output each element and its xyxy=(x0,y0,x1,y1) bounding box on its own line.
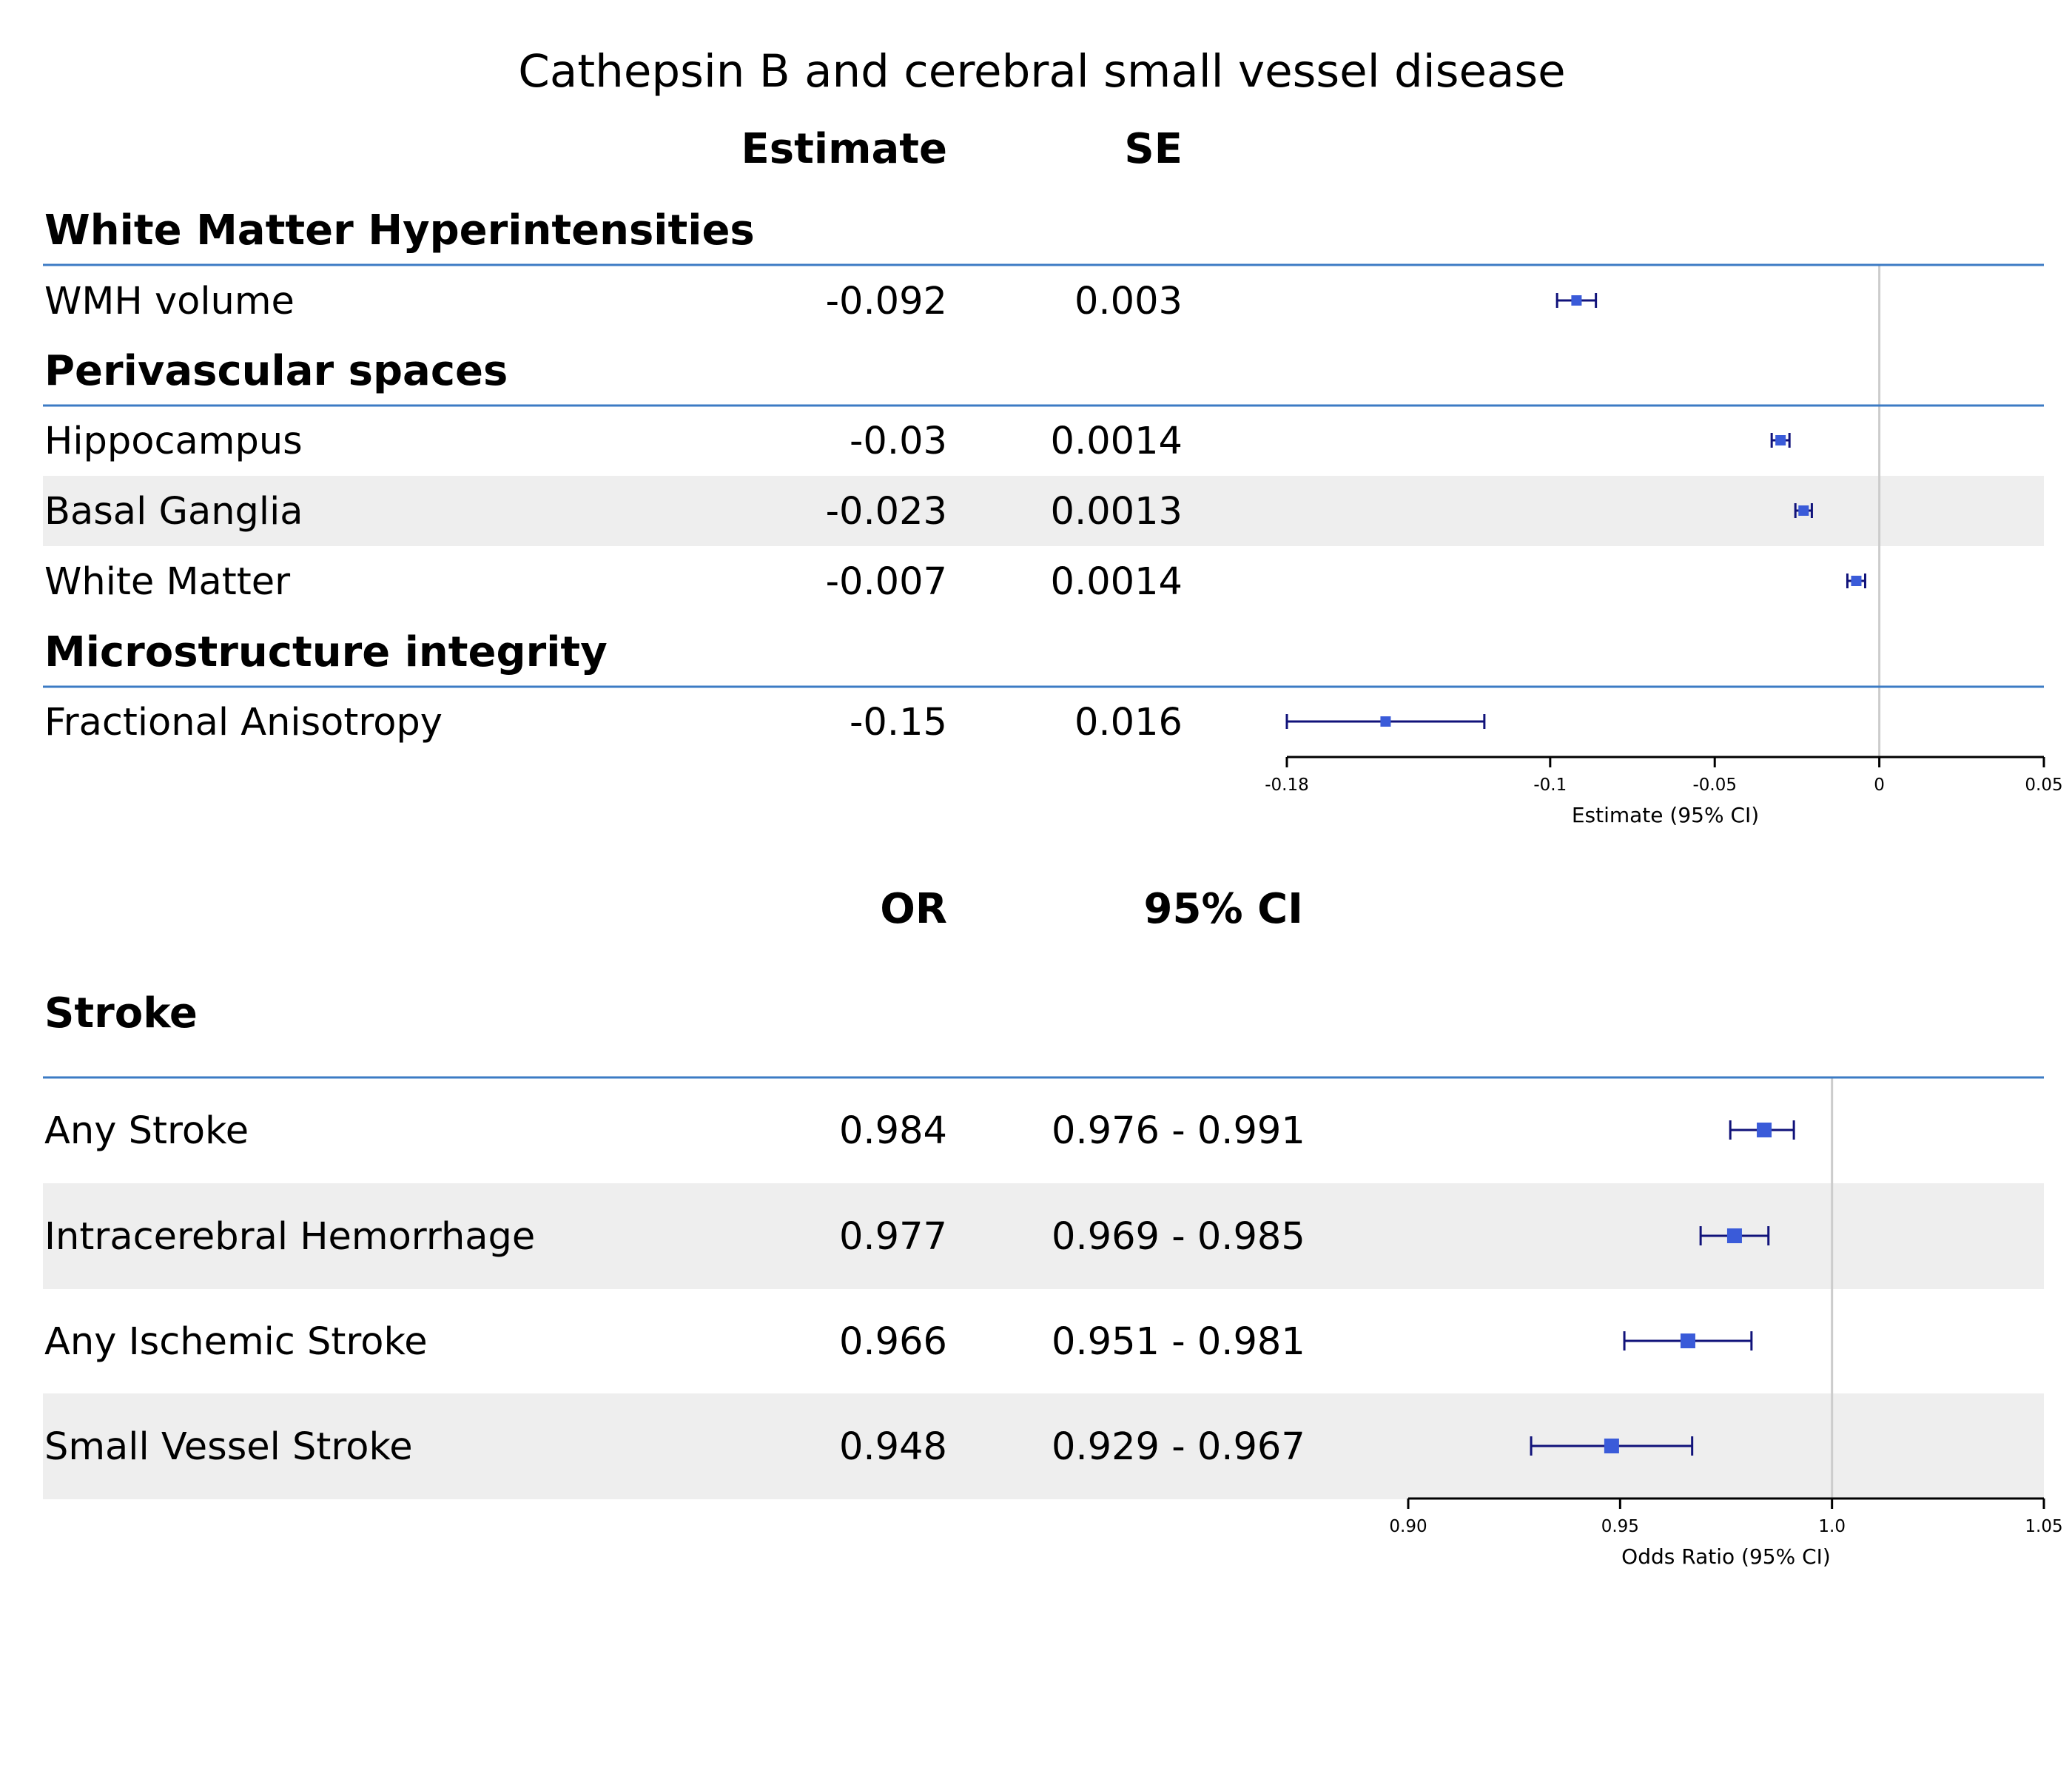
x-tick-label: 0 xyxy=(1874,776,1885,795)
group-header: Microstructure integrity xyxy=(44,628,608,676)
row-label: Intracerebral Hemorrhage xyxy=(44,1215,535,1259)
row-label: WMH volume xyxy=(44,280,295,323)
x-tick-label: 1.05 xyxy=(2025,1517,2062,1536)
row-value-ci: 0.976 - 0.991 xyxy=(1052,1109,1305,1153)
x-tick-label: -0.18 xyxy=(1265,776,1309,795)
x-tick-label: 0.90 xyxy=(1389,1517,1427,1536)
row-label: Fractional Anisotropy xyxy=(44,701,443,744)
row-value-se: 0.0013 xyxy=(1051,490,1183,534)
row-value-ci: 0.929 - 0.967 xyxy=(1052,1425,1305,1469)
point-estimate-marker xyxy=(1757,1123,1772,1137)
point-estimate-marker xyxy=(1798,505,1809,516)
row-value-or: 0.948 xyxy=(839,1425,947,1469)
row-value-estimate: -0.03 xyxy=(850,420,947,463)
column-header-continuous-1: Estimate xyxy=(741,125,947,173)
row-value-se: 0.016 xyxy=(1074,701,1183,744)
group-header: White Matter Hyperintensities xyxy=(44,206,755,255)
group-header: Stroke xyxy=(44,989,198,1037)
row-stripe xyxy=(43,476,2044,546)
row-value-se: 0.003 xyxy=(1074,280,1183,323)
row-label: Basal Ganglia xyxy=(44,490,303,534)
row-value-ci: 0.951 - 0.981 xyxy=(1052,1320,1305,1364)
row-label: White Matter xyxy=(44,560,290,604)
column-header-binary-1: OR xyxy=(880,885,947,933)
row-value-estimate: -0.15 xyxy=(850,701,947,744)
row-value-or: 0.984 xyxy=(839,1109,947,1153)
x-tick-label: -0.1 xyxy=(1533,776,1567,795)
x-tick-label: 0.95 xyxy=(1601,1517,1639,1536)
point-estimate-marker xyxy=(1680,1333,1695,1348)
column-header-continuous-2: SE xyxy=(1124,125,1183,173)
x-axis-label: Estimate (95% CI) xyxy=(1572,803,1759,827)
row-value-estimate: -0.023 xyxy=(826,490,947,534)
row-value-estimate: -0.007 xyxy=(826,560,947,604)
point-estimate-marker xyxy=(1851,576,1862,586)
row-value-or: 0.966 xyxy=(839,1320,947,1364)
row-label: Any Stroke xyxy=(44,1109,249,1153)
row-value-estimate: -0.092 xyxy=(826,280,947,323)
row-label: Small Vessel Stroke xyxy=(44,1425,413,1469)
group-header: Perivascular spaces xyxy=(44,347,508,395)
point-estimate-marker xyxy=(1604,1439,1619,1453)
figure-title: Cathepsin B and cerebral small vessel di… xyxy=(518,45,1565,98)
row-stripe xyxy=(43,1393,2044,1499)
point-estimate-marker xyxy=(1775,435,1786,445)
point-estimate-marker xyxy=(1571,295,1582,306)
point-estimate-marker xyxy=(1380,716,1391,727)
x-axis-label: Odds Ratio (95% CI) xyxy=(1621,1544,1831,1569)
x-tick-label: 1.0 xyxy=(1818,1517,1846,1536)
x-tick-label: -0.05 xyxy=(1692,776,1737,795)
row-value-se: 0.0014 xyxy=(1051,560,1183,604)
x-tick-label: 0.05 xyxy=(2025,776,2062,795)
column-header-binary-2: 95% CI xyxy=(1144,885,1303,933)
row-value-se: 0.0014 xyxy=(1051,420,1183,463)
row-label: Hippocampus xyxy=(44,420,303,463)
forest-panel-binary: OR 95% CI Stroke Any Stroke 0.984 0.976 - 0.9… xyxy=(43,885,2063,1569)
forest-panel-continuous: Estimate SE White Matter Hyperintensities W… xyxy=(43,125,2063,827)
forest-panels: Estimate SE White Matter Hyperintensities W… xyxy=(43,125,2063,1569)
row-label: Any Ischemic Stroke xyxy=(44,1320,428,1364)
row-value-ci: 0.969 - 0.985 xyxy=(1052,1215,1305,1259)
point-estimate-marker xyxy=(1726,1228,1742,1243)
row-value-or: 0.977 xyxy=(839,1215,947,1259)
